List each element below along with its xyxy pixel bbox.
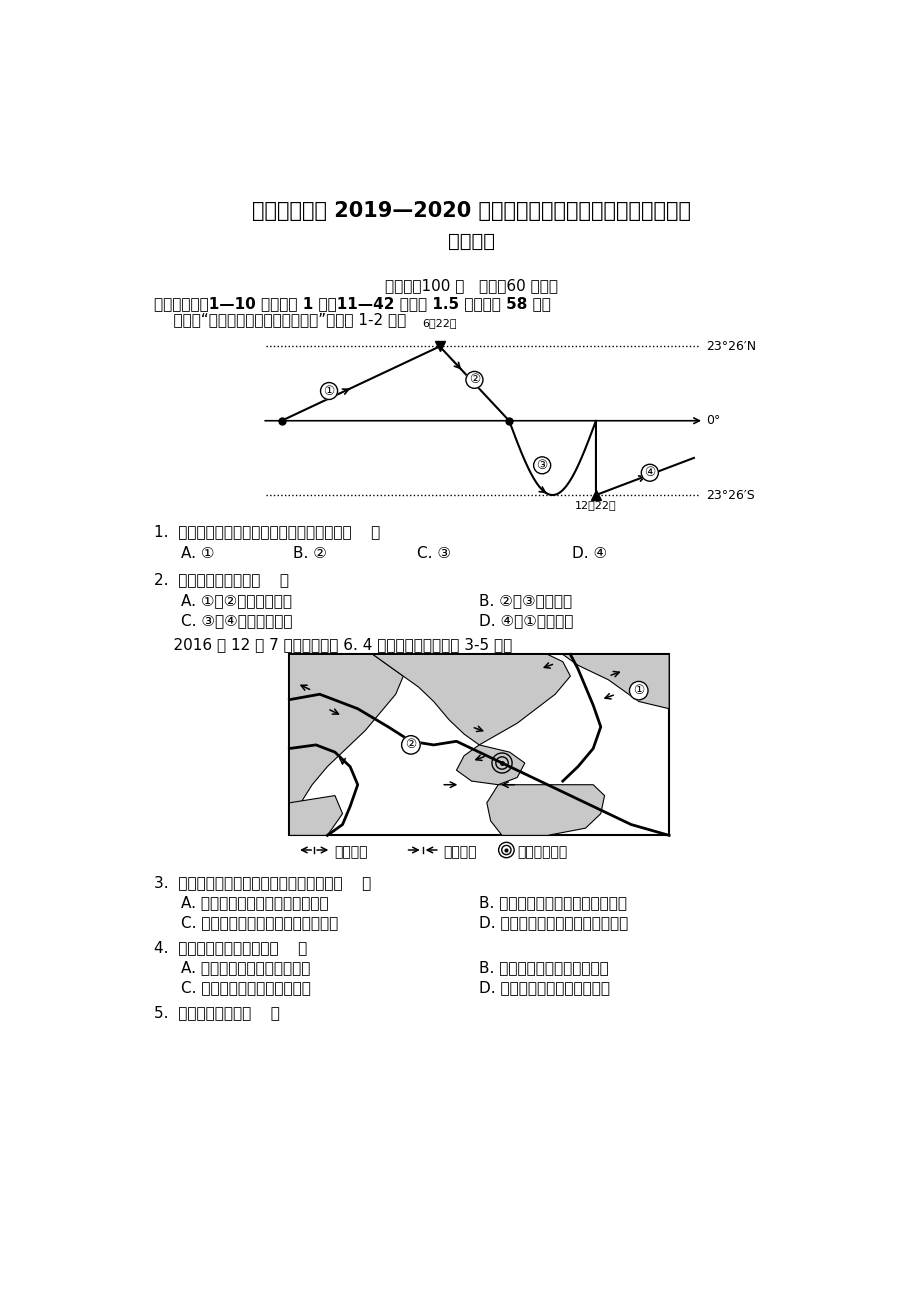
Circle shape (465, 371, 482, 388)
Text: 5.  据图可判断出：（    ）: 5. 据图可判断出：（ ） (153, 1005, 279, 1019)
Text: ②: ② (469, 374, 480, 387)
Circle shape (533, 457, 550, 474)
Text: 生长边界: 生长边界 (334, 845, 368, 859)
Text: 4.  此次地震发生时，当地（    ）: 4. 此次地震发生时，当地（ ） (153, 940, 307, 956)
Polygon shape (289, 796, 342, 836)
Text: 12月22日: 12月22日 (574, 500, 616, 509)
Polygon shape (562, 655, 668, 708)
Text: A. 亚欧板块与太平洋板块的交界处: A. 亚欧板块与太平洋板块的交界处 (181, 896, 328, 910)
Polygon shape (372, 655, 570, 745)
Text: 读下图“太阳直射点回归运动示意图”，回答 1-2 题。: 读下图“太阳直射点回归运动示意图”，回答 1-2 题。 (153, 312, 405, 328)
Text: ①: ① (632, 684, 643, 697)
Text: 6月22日: 6月22日 (422, 318, 457, 328)
Text: C. ③到④先变慢后变快: C. ③到④先变慢后变快 (181, 613, 292, 629)
Text: 0°: 0° (706, 414, 720, 427)
Text: ①: ① (323, 384, 335, 397)
Text: 地理试题: 地理试题 (448, 232, 494, 251)
Circle shape (402, 736, 420, 754)
Circle shape (641, 465, 658, 482)
Text: C. ③: C. ③ (417, 546, 450, 561)
Text: 地震发生地点: 地震发生地点 (516, 845, 567, 859)
Text: C. 气候正处于高温晴朗的时期: C. 气候正处于高温晴朗的时期 (181, 980, 311, 995)
Text: 1.  我国每年国庆时，太阳直射点最接近图中（    ）: 1. 我国每年国庆时，太阳直射点最接近图中（ ） (153, 525, 380, 539)
Text: B. ②: B. ② (293, 546, 327, 561)
Circle shape (629, 681, 647, 700)
Text: 23°26′N: 23°26′N (706, 340, 755, 353)
Text: 消亡边界: 消亡边界 (442, 845, 476, 859)
Text: 一、选择题（1—10 题每小题 1 分，11—42 每小题 1.5 分，共计 58 分）: 一、选择题（1—10 题每小题 1 分，11—42 每小题 1.5 分，共计 5… (153, 297, 550, 311)
Circle shape (320, 383, 337, 400)
Text: A. ①: A. ① (181, 546, 214, 561)
Text: 23°26′S: 23°26′S (706, 488, 754, 501)
Text: A. ①到②先加快后变慢: A. ①到②先加快后变慢 (181, 592, 291, 608)
Text: B. 人们先感觉到地面上下震动: B. 人们先感觉到地面上下震动 (479, 960, 608, 975)
Text: （满分：100 分   时间：60 分钟）: （满分：100 分 时间：60 分钟） (384, 277, 558, 293)
Text: 2.  图中地球公转速度（    ）: 2. 图中地球公转速度（ ） (153, 572, 289, 587)
Text: D. 气候正处于寒冷干燥的时期: D. 气候正处于寒冷干燥的时期 (479, 980, 609, 995)
Text: 天水一中高一 2019—2020 学年度第一学期第三学段（期末）考试: 天水一中高一 2019—2020 学年度第一学期第三学段（期末）考试 (252, 201, 690, 221)
Text: D. ④: D. ④ (572, 546, 607, 561)
Text: ②: ② (405, 738, 416, 751)
Text: B. ②到③逐渐加快: B. ②到③逐渐加快 (479, 592, 572, 608)
Text: 3.  据地震发生地点判断，这次地震发生在（    ）: 3. 据地震发生地点判断，这次地震发生在（ ） (153, 875, 370, 891)
Text: ④: ④ (643, 466, 654, 479)
Text: D. ④到①逐渐变快: D. ④到①逐渐变快 (479, 613, 573, 629)
Text: A. 人们先感觉到地面左右摇晃: A. 人们先感觉到地面左右摇晃 (181, 960, 310, 975)
Polygon shape (486, 785, 604, 836)
Text: D. 亚欧板块与大西洋板块的交界处: D. 亚欧板块与大西洋板块的交界处 (479, 915, 628, 931)
Text: ③: ③ (536, 458, 547, 471)
Text: C. 太平洋板块与印度洋板块的交界处: C. 太平洋板块与印度洋板块的交界处 (181, 915, 338, 931)
Bar (289, 655, 668, 836)
Polygon shape (289, 655, 403, 818)
Text: B. 亚欧板块与印度洋板块的交界处: B. 亚欧板块与印度洋板块的交界处 (479, 896, 627, 910)
Text: 2016 年 12 月 7 日，某地发生 6. 4 级地震。读图，完成 3-5 题。: 2016 年 12 月 7 日，某地发生 6. 4 级地震。读图，完成 3-5 … (153, 638, 512, 652)
Polygon shape (456, 745, 524, 785)
